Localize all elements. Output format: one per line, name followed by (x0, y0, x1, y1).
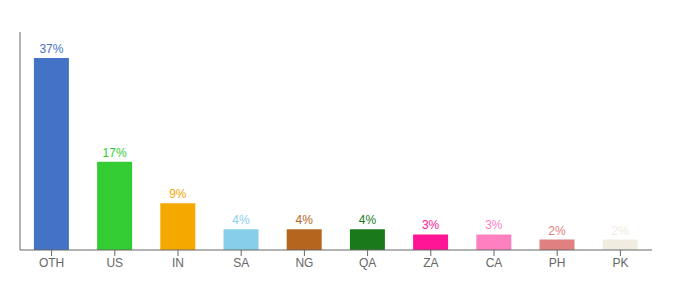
svg-text:OTH: OTH (39, 256, 64, 270)
svg-text:PH: PH (549, 256, 566, 270)
svg-text:4%: 4% (232, 213, 250, 227)
svg-text:4%: 4% (359, 213, 377, 227)
svg-text:2%: 2% (612, 224, 630, 238)
svg-text:4%: 4% (296, 213, 314, 227)
svg-text:SA: SA (233, 256, 249, 270)
svg-text:QA: QA (359, 256, 376, 270)
svg-text:PK: PK (612, 256, 628, 270)
svg-text:NG: NG (295, 256, 313, 270)
svg-text:3%: 3% (485, 218, 503, 232)
svg-text:IN: IN (172, 256, 184, 270)
svg-text:CA: CA (486, 256, 503, 270)
svg-text:37%: 37% (39, 42, 63, 56)
svg-text:ZA: ZA (423, 256, 438, 270)
svg-text:2%: 2% (548, 224, 566, 238)
svg-text:3%: 3% (422, 218, 440, 232)
svg-text:17%: 17% (103, 146, 127, 160)
svg-text:9%: 9% (169, 187, 187, 201)
svg-text:US: US (106, 256, 123, 270)
